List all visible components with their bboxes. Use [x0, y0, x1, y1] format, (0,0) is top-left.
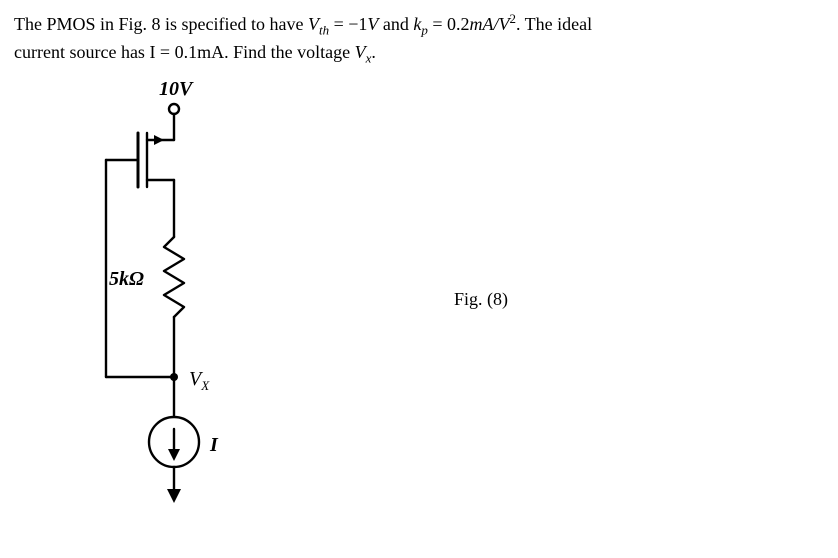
- problem-statement: The PMOS in Fig. 8 is specified to have …: [14, 10, 824, 67]
- unit-ma: mA/V: [470, 14, 510, 34]
- resistor-label: 5kΩ: [109, 268, 144, 290]
- supply-label: 10V: [159, 78, 194, 100]
- text: and: [378, 14, 413, 34]
- vth-sub: th: [319, 23, 329, 38]
- vth-symbol: V: [308, 14, 319, 34]
- circuit-figure: 10V 5kΩ VX I: [14, 77, 274, 522]
- text: . The ideal: [516, 14, 592, 34]
- vx-symbol: V: [355, 42, 366, 62]
- circuit-svg: 10V 5kΩ VX I: [14, 77, 274, 517]
- text: = 0.2: [428, 14, 470, 34]
- text: = −1: [329, 14, 367, 34]
- text: .: [371, 42, 376, 62]
- text: The PMOS in Fig. 8 is specified to have: [14, 14, 308, 34]
- current-label: I: [209, 434, 219, 456]
- unit-v: V: [367, 14, 378, 34]
- vx-label: VX: [189, 368, 210, 393]
- figure-caption: Fig. (8): [454, 289, 508, 310]
- text: current source has I = 0.1mA. Find the v…: [14, 42, 355, 62]
- supply-terminal: [169, 104, 179, 114]
- figure-row: 10V 5kΩ VX I Fig. (8): [14, 77, 824, 522]
